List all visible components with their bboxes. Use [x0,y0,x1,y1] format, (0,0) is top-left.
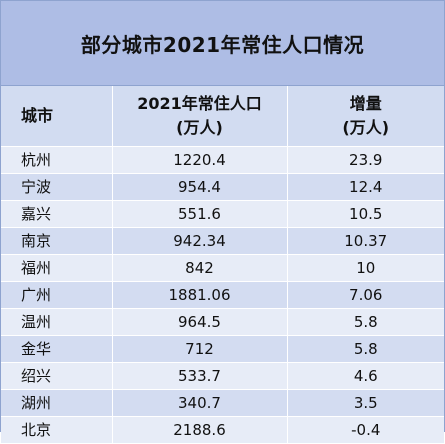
increase-cell: 12.4 [287,173,444,201]
table-row: 杭州 1220.4 23.9 [1,146,444,174]
population-cell: 954.4 [112,173,288,201]
population-cell: 1220.4 [112,146,288,174]
city-cell: 宁波 [1,173,113,201]
header-increase-line1: 增量 [349,94,382,113]
table-row: 金华 712 5.8 [1,335,444,363]
population-cell: 842 [112,254,288,282]
city-cell: 广州 [1,281,113,309]
table-title: 部分城市2021年常住人口情况 [1,1,444,86]
increase-cell: 4.6 [287,362,444,390]
increase-cell: 5.8 [287,335,444,363]
increase-cell: 3.5 [287,389,444,417]
population-cell: 551.6 [112,200,288,228]
table-row: 北京 2188.6 -0.4 [1,416,444,444]
increase-cell: 10.37 [287,227,444,255]
increase-cell: 23.9 [287,146,444,174]
city-cell: 金华 [1,335,113,363]
city-cell: 北京 [1,416,113,444]
header-increase-line2: (万人) [342,118,390,137]
table-row: 嘉兴 551.6 10.5 [1,200,444,228]
increase-cell: 10 [287,254,444,282]
table-row: 福州 842 10 [1,254,444,282]
table-row: 绍兴 533.7 4.6 [1,362,444,390]
table-row: 宁波 954.4 12.4 [1,173,444,201]
population-cell: 712 [112,335,288,363]
population-cell: 533.7 [112,362,288,390]
increase-cell: 10.5 [287,200,444,228]
population-table: 城市 2021年常住人口 (万人) 增量 (万人) 杭州 1220.4 23.9… [1,86,444,444]
table-row: 温州 964.5 5.8 [1,308,444,336]
city-cell: 湖州 [1,389,113,417]
population-cell: 942.34 [112,227,288,255]
city-cell: 温州 [1,308,113,336]
city-cell: 杭州 [1,146,113,174]
header-row: 城市 2021年常住人口 (万人) 增量 (万人) [1,86,444,147]
header-population-line1: 2021年常住人口 [137,94,262,113]
population-cell: 1881.06 [112,281,288,309]
table-row: 南京 942.34 10.37 [1,227,444,255]
header-city: 城市 [1,86,113,147]
city-cell: 嘉兴 [1,200,113,228]
table-row: 湖州 340.7 3.5 [1,389,444,417]
population-cell: 2188.6 [112,416,288,444]
city-cell: 南京 [1,227,113,255]
increase-cell: 5.8 [287,308,444,336]
increase-cell: 7.06 [287,281,444,309]
table-row: 广州 1881.06 7.06 [1,281,444,309]
header-population-line2: (万人) [176,118,223,137]
increase-cell: -0.4 [287,416,444,444]
city-cell: 福州 [1,254,113,282]
city-cell: 绍兴 [1,362,113,390]
population-cell: 340.7 [112,389,288,417]
header-increase: 增量 (万人) [287,86,444,147]
header-population: 2021年常住人口 (万人) [112,86,288,147]
population-cell: 964.5 [112,308,288,336]
